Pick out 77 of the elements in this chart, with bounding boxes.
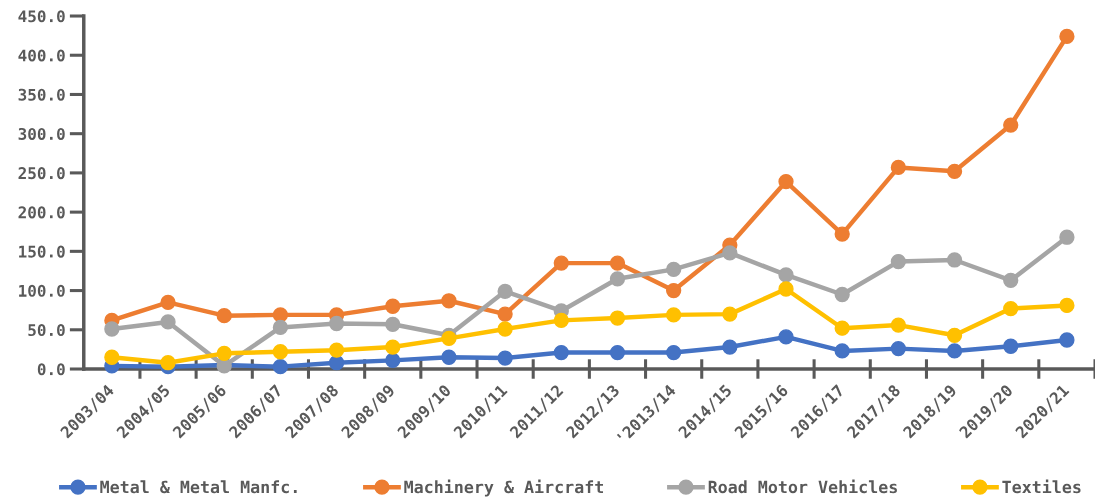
legend-label: Textiles — [1002, 479, 1081, 494]
point — [104, 321, 120, 337]
point — [778, 281, 794, 297]
point — [328, 315, 345, 332]
y-tick-label: 250.0 — [18, 167, 65, 180]
point — [834, 226, 850, 242]
point — [946, 252, 963, 268]
point — [722, 339, 738, 355]
point — [946, 163, 963, 179]
point — [1003, 117, 1019, 133]
point — [216, 308, 232, 324]
point — [1003, 300, 1019, 317]
y-tick-label: 0.0 — [37, 363, 65, 376]
point — [1059, 229, 1075, 245]
point — [160, 314, 176, 330]
point — [722, 245, 738, 261]
point — [890, 253, 907, 270]
y-tick-label: 100.0 — [19, 284, 65, 297]
point — [890, 317, 907, 333]
point — [385, 316, 401, 332]
point — [1003, 272, 1019, 289]
point — [890, 159, 907, 176]
point — [890, 340, 907, 357]
point — [497, 306, 513, 322]
point — [1059, 297, 1075, 314]
y-tick-label: 300.0 — [18, 127, 65, 140]
point — [441, 330, 457, 347]
y-tick-label: 450.0 — [18, 10, 65, 23]
point — [778, 173, 794, 190]
point — [497, 350, 513, 366]
point — [1059, 332, 1075, 348]
point — [1003, 338, 1019, 354]
point — [666, 261, 682, 278]
point — [272, 359, 289, 375]
point — [553, 344, 569, 361]
y-tick-label: 200.0 — [18, 206, 65, 219]
legend-label: Machinery & Aircraft — [404, 479, 604, 497]
point — [272, 344, 289, 360]
point — [104, 349, 120, 365]
point — [722, 306, 738, 322]
point — [609, 310, 626, 326]
point — [666, 307, 682, 323]
point — [497, 321, 513, 337]
legend-label: Metal & Metal Manfc. — [100, 480, 297, 494]
point — [385, 339, 401, 355]
point — [385, 298, 401, 314]
point — [1059, 28, 1075, 45]
y-tick-label: 50.0 — [28, 324, 65, 337]
legend-label: Road Motor Vehicles — [708, 479, 897, 494]
point — [778, 329, 794, 345]
point — [328, 342, 345, 358]
point — [609, 344, 626, 361]
point — [441, 349, 457, 365]
point — [272, 307, 289, 323]
point — [497, 283, 513, 299]
point — [609, 271, 626, 287]
point — [160, 294, 176, 310]
point — [834, 343, 850, 359]
point — [160, 355, 176, 371]
point — [272, 319, 289, 336]
point — [946, 343, 963, 359]
point — [834, 320, 850, 336]
point — [778, 267, 794, 283]
y-tick-label: 150.0 — [19, 245, 65, 258]
point — [328, 355, 345, 371]
y-tick-label: 400.0 — [18, 49, 65, 62]
y-tick-label: 350.0 — [18, 88, 65, 101]
point — [441, 293, 457, 309]
point — [666, 344, 682, 361]
point — [666, 282, 682, 299]
point — [216, 345, 232, 361]
point — [834, 286, 850, 303]
point — [553, 312, 569, 329]
point — [385, 352, 401, 369]
point — [946, 327, 963, 343]
point — [609, 255, 626, 271]
point — [553, 255, 569, 271]
